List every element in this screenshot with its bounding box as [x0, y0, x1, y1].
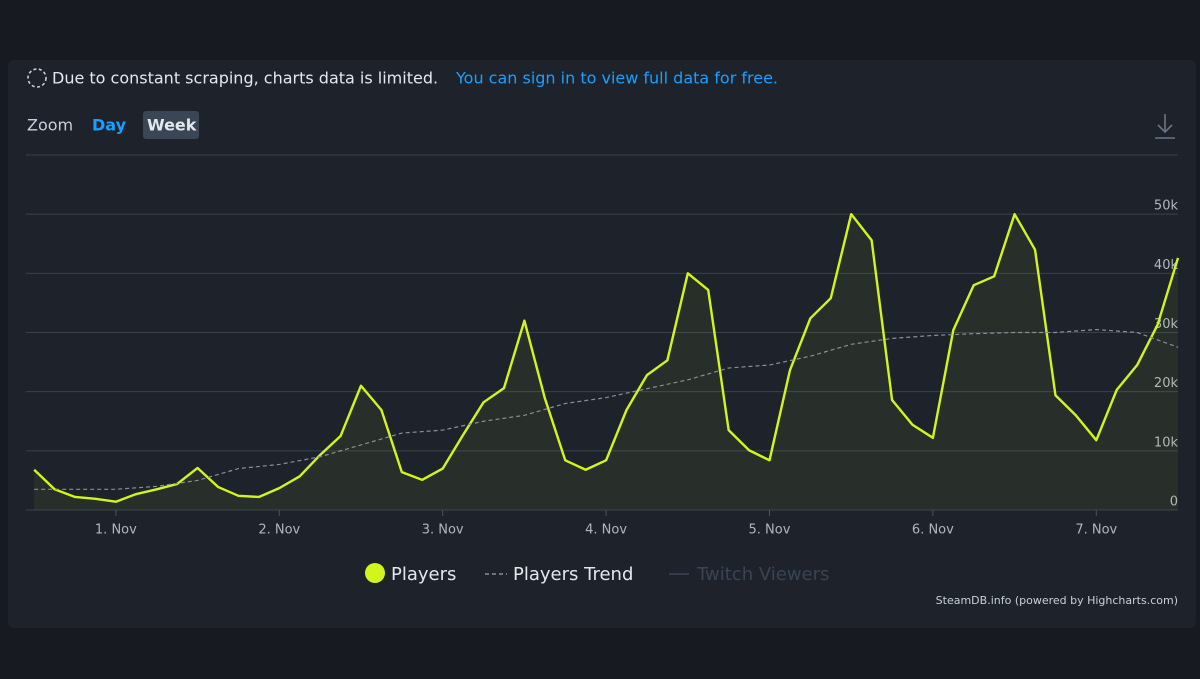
notice: Due to constant scraping, charts data is… — [52, 69, 438, 88]
x-tick-label: 4. Nov — [585, 523, 627, 538]
panel — [8, 60, 1196, 628]
y-tick-label: 40k — [1154, 258, 1179, 273]
y-tick-label: 50k — [1154, 199, 1179, 214]
x-tick-label: 7. Nov — [1075, 523, 1117, 538]
legend-symbol — [365, 563, 385, 583]
download-icon[interactable] — [1155, 114, 1175, 139]
sign-in-link[interactable]: You can sign in to view full data for fr… — [455, 69, 778, 88]
y-tick-label: 10k — [1154, 435, 1179, 450]
series-line — [33, 212, 1180, 503]
zoom-week-bg[interactable] — [143, 111, 199, 139]
y-tick-label: 20k — [1154, 376, 1179, 391]
zoom-day[interactable]: Day — [92, 116, 127, 135]
zoom-week[interactable]: Week — [147, 116, 197, 135]
series-line — [34, 328, 1179, 490]
zoom-label: Zoom — [27, 116, 73, 135]
legend-label[interactable]: Twitch Viewers — [696, 564, 829, 585]
credit: SteamDB.info (powered by Highcharts.com) — [936, 594, 1178, 607]
x-tick-label: 5. Nov — [749, 523, 791, 538]
x-tick-label: 6. Nov — [912, 523, 954, 538]
x-tick-label: 3. Nov — [422, 523, 464, 538]
x-tick-label: 1. Nov — [95, 523, 137, 538]
loading-icon — [27, 68, 47, 88]
y-tick-label: 0 — [1170, 495, 1178, 510]
area — [34, 214, 1179, 510]
x-tick-label: 2. Nov — [258, 523, 300, 538]
legend-label[interactable]: Players — [391, 564, 456, 585]
legend-label[interactable]: Players Trend — [513, 564, 633, 585]
